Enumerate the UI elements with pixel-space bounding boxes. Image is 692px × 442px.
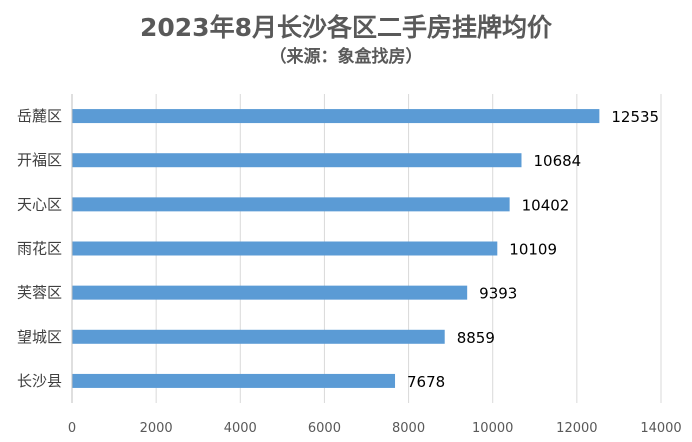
category-label-6: 长沙县 — [17, 372, 62, 390]
chart-title: 2023年8月长沙各区二手房挂牌均价 — [140, 13, 552, 42]
value-label-6: 7678 — [407, 373, 445, 391]
bar-1 — [72, 153, 522, 168]
bar-2 — [72, 197, 510, 212]
bar-6 — [72, 373, 396, 388]
chart-subtitle: （来源：象盒找房） — [269, 47, 423, 67]
category-label-5: 望城区 — [17, 328, 62, 346]
x-tick-label-4: 8000 — [392, 421, 425, 436]
category-label-0: 岳麓区 — [17, 107, 62, 125]
category-label-4: 芙蓉区 — [17, 284, 62, 302]
value-label-4: 9393 — [479, 285, 517, 303]
x-tick-label-5: 10000 — [472, 421, 513, 436]
bar-5 — [72, 329, 445, 344]
x-tick-label-7: 14000 — [640, 421, 681, 436]
value-label-5: 8859 — [457, 329, 495, 347]
value-label-0: 12535 — [611, 108, 659, 126]
category-label-1: 开福区 — [17, 151, 62, 169]
x-tick-label-3: 6000 — [308, 421, 341, 436]
category-label-3: 雨花区 — [17, 240, 62, 258]
bar-3 — [72, 241, 498, 256]
bar-0 — [72, 109, 600, 124]
value-label-3: 10109 — [509, 241, 557, 259]
value-label-2: 10402 — [522, 196, 570, 214]
category-label-2: 天心区 — [17, 195, 62, 213]
x-tick-label-0: 0 — [68, 421, 76, 436]
x-tick-label-6: 12000 — [556, 421, 597, 436]
bar-4 — [72, 285, 468, 300]
value-label-1: 10684 — [533, 152, 581, 170]
x-tick-label-2: 4000 — [224, 421, 257, 436]
x-tick-label-1: 2000 — [140, 421, 173, 436]
